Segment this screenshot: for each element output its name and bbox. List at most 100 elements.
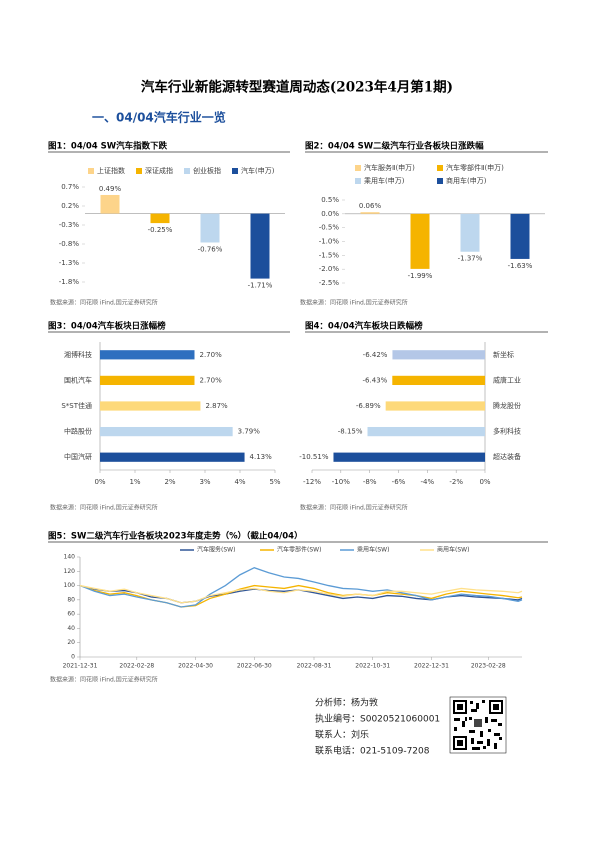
x-tick-label: 2022-10-31 bbox=[355, 663, 390, 670]
bar bbox=[100, 426, 233, 437]
value-label: -8.15% bbox=[338, 428, 363, 436]
x-tick-label: -6% bbox=[392, 478, 406, 486]
legend-swatch bbox=[136, 168, 142, 174]
figure-caption: 图1：04/04 SW汽车指数下跌 bbox=[48, 141, 168, 152]
y-tick-label: 0.0% bbox=[321, 210, 339, 218]
value-label: -6.42% bbox=[363, 351, 388, 359]
figure-caption: 图3：04/04汽车板块日涨幅榜 bbox=[48, 321, 166, 332]
value-label: -10.51% bbox=[299, 453, 329, 461]
category-label: 国机汽车 bbox=[64, 375, 92, 384]
bar bbox=[100, 375, 195, 386]
bar bbox=[100, 401, 201, 411]
category-label: 中国汽研 bbox=[64, 452, 92, 461]
x-tick-label: -12% bbox=[303, 478, 321, 486]
category-label: 威唐工业 bbox=[493, 375, 521, 384]
value-label: -0.25% bbox=[148, 226, 173, 234]
bar bbox=[360, 212, 380, 214]
category-label: 多利科技 bbox=[493, 427, 521, 436]
legend-label: 汽车服务(SW) bbox=[197, 546, 235, 554]
y-tick-label: 0.2% bbox=[61, 202, 79, 210]
figure-caption: 图4：04/04汽车板块日跌幅榜 bbox=[305, 321, 423, 332]
legend-swatch bbox=[437, 178, 443, 184]
bar bbox=[392, 375, 485, 386]
x-tick-label: 2022-08-31 bbox=[297, 663, 332, 670]
figure-caption: 图2：04/04 SW二级汽车行业各板块日涨跌幅 bbox=[305, 141, 484, 152]
contact-line: 分析师：杨为敩 bbox=[315, 697, 378, 709]
legend-swatch bbox=[355, 165, 361, 171]
value-label: 2.70% bbox=[200, 376, 223, 384]
figure-caption: 图5：SW二级汽车行业各板块2023年度走势（%）（截止04/04） bbox=[48, 531, 303, 542]
y-tick-label: 0.5% bbox=[321, 196, 339, 204]
legend-label: 乘用车(申万) bbox=[364, 176, 405, 185]
value-label: 3.79% bbox=[238, 428, 261, 436]
legend-label: 商用车(SW) bbox=[437, 546, 469, 554]
category-label: 新坐标 bbox=[493, 350, 514, 359]
category-label: 腾龙股份 bbox=[493, 401, 521, 410]
series-line bbox=[79, 584, 523, 604]
y-tick-label: 40 bbox=[67, 625, 75, 632]
x-tick-label: -2% bbox=[449, 478, 463, 486]
legend-swatch bbox=[88, 168, 94, 174]
legend-swatch bbox=[355, 178, 361, 184]
legend-label: 创业板指 bbox=[193, 166, 221, 175]
y-tick-label: 80 bbox=[67, 596, 75, 603]
contact-line: 执业编号：S0020521060001 bbox=[315, 713, 440, 725]
bar bbox=[100, 452, 245, 462]
figure-source: 数据来源：同花顺 iFind,国元证券研究所 bbox=[300, 504, 408, 512]
legend-label: 汽车零部件Ⅱ(申万) bbox=[446, 163, 504, 172]
value-label: 2.87% bbox=[205, 402, 228, 410]
x-tick-label: -10% bbox=[332, 478, 350, 486]
category-label: 湘博科技 bbox=[64, 350, 92, 359]
legend-swatch bbox=[437, 165, 443, 171]
figure-source: 数据来源：同花顺 iFind,国元证券研究所 bbox=[50, 676, 158, 684]
x-tick-label: 3% bbox=[199, 478, 210, 486]
legend-label: 乘用车(SW) bbox=[357, 546, 389, 554]
legend-label: 汽车(申万) bbox=[241, 166, 275, 175]
x-tick-label: 2022-12-31 bbox=[414, 663, 449, 670]
x-tick-label: 5% bbox=[269, 478, 280, 486]
x-tick-label: 2021-12-31 bbox=[63, 663, 98, 670]
x-tick-label: 2022-02-28 bbox=[119, 663, 154, 670]
x-tick-label: -4% bbox=[421, 478, 435, 486]
value-label: -1.71% bbox=[248, 282, 273, 290]
bar bbox=[385, 401, 485, 411]
x-tick-label: 2022-04-30 bbox=[178, 663, 213, 670]
figure-source: 数据来源：同花顺 iFind,国元证券研究所 bbox=[50, 299, 158, 307]
x-tick-label: 2% bbox=[164, 478, 175, 486]
value-label: -1.63% bbox=[508, 262, 533, 270]
y-tick-label: 120 bbox=[64, 568, 76, 575]
bar bbox=[333, 452, 485, 462]
y-tick-label: 20 bbox=[67, 639, 75, 646]
y-tick-label: -1.3% bbox=[59, 259, 80, 267]
bar bbox=[460, 213, 480, 252]
x-tick-label: -8% bbox=[363, 478, 377, 486]
bar bbox=[392, 350, 485, 360]
y-tick-label: -0.3% bbox=[59, 221, 80, 229]
bar bbox=[367, 426, 485, 437]
category-label: S*ST佳通 bbox=[61, 401, 92, 410]
x-tick-label: 4% bbox=[234, 478, 245, 486]
y-tick-label: 140 bbox=[64, 554, 76, 561]
value-label: 2.70% bbox=[200, 351, 223, 359]
qr-code bbox=[449, 696, 507, 754]
x-tick-label: 0% bbox=[479, 478, 490, 486]
y-tick-label: -1.8% bbox=[59, 278, 80, 286]
value-label: -6.43% bbox=[363, 376, 388, 384]
bar bbox=[150, 213, 170, 224]
value-label: 0.49% bbox=[99, 185, 122, 193]
y-tick-label: 60 bbox=[67, 611, 75, 618]
bar bbox=[510, 213, 530, 259]
category-label: 中路股份 bbox=[64, 427, 92, 436]
y-tick-label: 0.7% bbox=[61, 183, 79, 191]
legend-label: 商用车(申万) bbox=[446, 176, 487, 185]
y-tick-label: 100 bbox=[64, 582, 76, 589]
value-label: -1.37% bbox=[458, 255, 483, 263]
figure-source: 数据来源：同花顺 iFind,国元证券研究所 bbox=[50, 504, 158, 512]
value-label: 0.06% bbox=[359, 202, 382, 210]
y-tick-label: -0.5% bbox=[319, 224, 340, 232]
legend-label: 深证成指 bbox=[145, 166, 173, 175]
contact-line: 联系人：刘乐 bbox=[315, 729, 369, 741]
bar bbox=[410, 213, 430, 269]
x-tick-label: 1% bbox=[129, 478, 140, 486]
